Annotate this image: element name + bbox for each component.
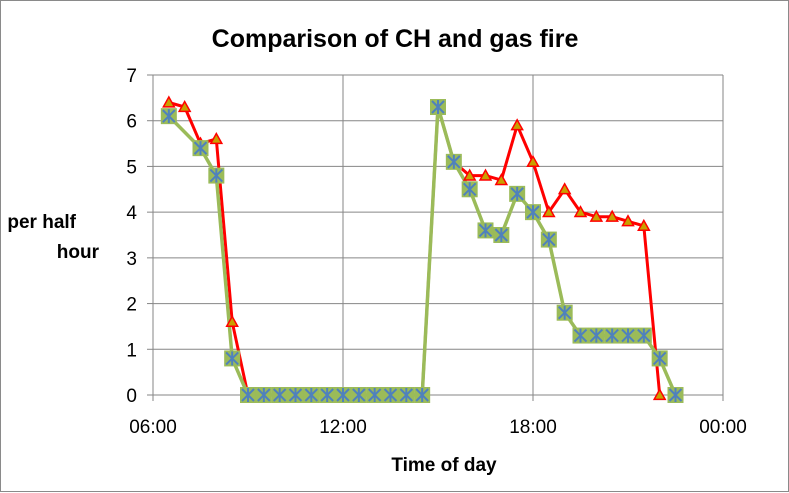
series-2-point	[556, 304, 573, 321]
series-2-point	[620, 327, 636, 344]
x-tick-label: 00:00	[699, 417, 747, 438]
series-2-point	[414, 387, 431, 403]
series-layer	[160, 95, 684, 403]
series-2-point	[366, 387, 383, 403]
series-1-point	[526, 154, 540, 168]
x-axis-title: Time of day	[391, 455, 497, 476]
series-2-point	[287, 387, 304, 403]
series-2-point	[525, 204, 541, 221]
series-2-point	[651, 350, 668, 367]
series-1-point	[557, 182, 572, 195]
series-2-point	[430, 99, 446, 115]
series-2-point	[572, 327, 589, 344]
series-2-point	[271, 387, 288, 403]
series-2-point	[461, 181, 478, 198]
y-tick-label: 3	[126, 249, 137, 270]
series-1-point	[542, 205, 556, 218]
y-axis-title-line-1: kWh per half	[1, 212, 77, 233]
series-2-point	[319, 387, 336, 403]
series-1-point	[589, 209, 604, 222]
tick-labels: 0 1 2 3 4 5 6 7 06:00 12:00 18:00 00:00	[126, 66, 746, 438]
series-2-point	[493, 227, 510, 243]
y-tick-label: 1	[126, 340, 137, 361]
series-2-point	[208, 167, 225, 184]
y-axis-title-line-2: hour	[57, 242, 100, 263]
series-2-point	[335, 387, 351, 403]
y-tick-label: 4	[126, 203, 137, 224]
series-1-point	[621, 214, 635, 227]
series-1-point	[209, 131, 224, 145]
series-2-point	[192, 140, 209, 157]
x-tick-label: 12:00	[319, 417, 367, 438]
series-2-point	[540, 231, 557, 248]
series-2-point	[224, 350, 241, 367]
y-tick-label: 2	[126, 295, 137, 316]
series-2-point	[477, 222, 494, 239]
series-2-point	[303, 387, 320, 403]
y-tick-label: 0	[126, 386, 137, 407]
y-tick-label: 6	[126, 112, 137, 133]
series-2-point	[160, 108, 177, 125]
series-1-point	[652, 387, 667, 401]
series-1-point	[494, 173, 509, 186]
series-2-point	[398, 387, 415, 403]
y-tick-label: 5	[126, 157, 137, 178]
series-1-point	[605, 209, 619, 222]
series-2-point	[240, 387, 256, 403]
series-1-point	[510, 118, 524, 131]
x-tick-label: 06:00	[129, 417, 177, 438]
x-tick-label: 18:00	[509, 417, 557, 438]
series-2-point	[509, 185, 526, 202]
series-2-point	[350, 387, 367, 403]
series-2-point	[635, 327, 652, 344]
series-2-point	[667, 387, 684, 403]
y-tick-label: 7	[126, 66, 137, 87]
series-2-point	[382, 387, 399, 403]
series-1-point	[462, 168, 477, 181]
series-2-line	[167, 105, 678, 397]
series-1-point	[573, 205, 588, 218]
chart-title: Comparison of CH and gas fire	[212, 25, 579, 53]
series-1-point	[478, 168, 493, 181]
series-1-point	[637, 218, 651, 232]
series-1-point	[177, 99, 192, 113]
series-1-line	[168, 100, 662, 397]
series-1-point	[162, 95, 176, 108]
series-2-point	[604, 327, 621, 344]
series-2-point	[588, 327, 605, 344]
series-2-point	[445, 153, 462, 170]
series-1-point	[225, 314, 239, 328]
series-2-point	[255, 387, 272, 403]
